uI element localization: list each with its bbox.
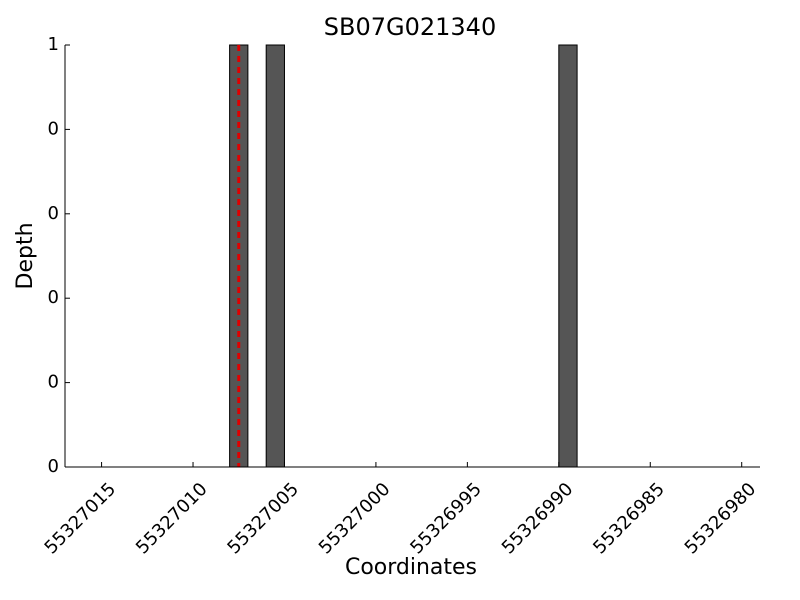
bar: [265, 44, 285, 468]
y-tick-label: 0: [48, 203, 59, 224]
chart-title: SB07G021340: [324, 13, 496, 41]
y-tick-label: 0: [48, 372, 59, 393]
y-axis-label: Depth: [13, 222, 38, 289]
y-tick-label: 0: [48, 118, 59, 139]
x-tick-label: 55326990: [498, 479, 578, 559]
bar: [558, 44, 578, 468]
x-tick-label: 55326995: [406, 479, 486, 559]
y-tick-label: 0: [48, 456, 59, 477]
x-axis-label: Coordinates: [345, 555, 477, 580]
x-tick-label: 55326980: [681, 479, 761, 559]
y-tick-label: 0: [48, 287, 59, 308]
x-tick-label: 55327015: [41, 479, 121, 559]
x-tick-label: 55327005: [223, 479, 303, 559]
x-tick-label: 55327000: [315, 479, 395, 559]
x-tick-label: 55326985: [589, 479, 669, 559]
x-tick-label: 55327010: [132, 479, 212, 559]
y-tick-label: 1: [48, 34, 59, 55]
